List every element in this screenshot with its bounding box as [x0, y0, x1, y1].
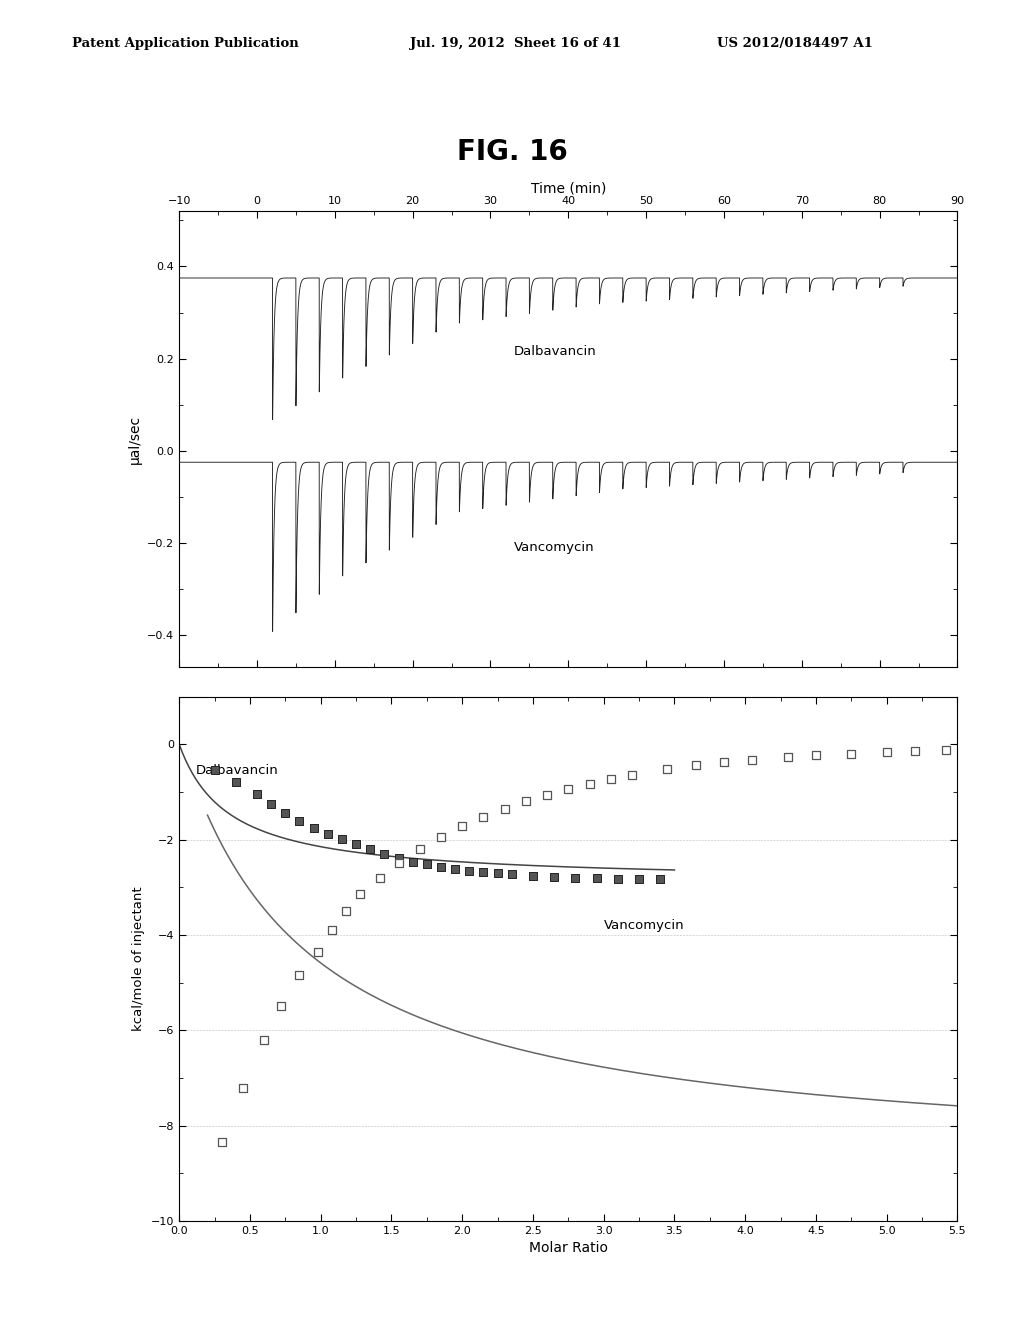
Point: [659, 759, 676, 780]
Point: [404, 851, 421, 873]
Point: [446, 858, 463, 879]
Point: [338, 900, 354, 921]
X-axis label: Molar Ratio: Molar Ratio: [528, 1241, 608, 1255]
Point: [234, 1077, 251, 1098]
Point: [227, 772, 244, 793]
Point: [652, 869, 669, 890]
Point: [305, 817, 322, 838]
Point: [560, 779, 577, 800]
Point: [249, 784, 265, 805]
Point: [631, 869, 647, 890]
Point: [609, 869, 626, 890]
Text: Vancomycin: Vancomycin: [514, 541, 595, 554]
Point: [433, 826, 450, 847]
Point: [524, 866, 541, 887]
Point: [567, 867, 584, 888]
Text: Dalbavancin: Dalbavancin: [514, 346, 597, 358]
Point: [843, 743, 859, 764]
Point: [348, 834, 365, 855]
Point: [489, 863, 506, 884]
Point: [207, 760, 223, 781]
Point: [546, 866, 562, 887]
Point: [390, 847, 407, 869]
Point: [938, 741, 954, 762]
Point: [589, 867, 605, 888]
Point: [256, 1030, 272, 1051]
Point: [518, 791, 535, 812]
Point: [497, 799, 513, 820]
Point: [433, 857, 450, 878]
Point: [779, 747, 796, 768]
Text: US 2012/0184497 A1: US 2012/0184497 A1: [717, 37, 872, 50]
Point: [376, 843, 392, 865]
Y-axis label: μal/sec: μal/sec: [128, 414, 141, 463]
Point: [582, 774, 598, 795]
Point: [291, 810, 307, 832]
Point: [475, 862, 492, 883]
Y-axis label: kcal/mole of injectant: kcal/mole of injectant: [132, 887, 145, 1031]
Point: [744, 748, 761, 770]
Text: Jul. 19, 2012  Sheet 16 of 41: Jul. 19, 2012 Sheet 16 of 41: [410, 37, 621, 50]
Point: [412, 838, 428, 859]
Point: [687, 755, 703, 776]
Point: [907, 741, 924, 762]
Point: [309, 941, 326, 962]
Point: [454, 816, 470, 837]
Point: [291, 965, 307, 986]
Point: [272, 995, 289, 1016]
Point: [334, 828, 350, 849]
Point: [278, 803, 294, 824]
Point: [624, 764, 640, 785]
Point: [602, 768, 618, 789]
Text: Patent Application Publication: Patent Application Publication: [72, 37, 298, 50]
Point: [808, 744, 824, 766]
Point: [390, 853, 407, 874]
Point: [879, 742, 895, 763]
Point: [324, 920, 340, 941]
Text: Vancomycin: Vancomycin: [604, 919, 684, 932]
Point: [504, 863, 520, 884]
Point: [213, 1131, 229, 1152]
Point: [352, 884, 369, 906]
Point: [716, 751, 732, 772]
X-axis label: Time (min): Time (min): [530, 181, 606, 195]
Point: [539, 784, 555, 805]
Point: [461, 861, 477, 882]
Point: [319, 824, 336, 845]
Point: [419, 854, 435, 875]
Point: [263, 793, 280, 814]
Point: [362, 838, 379, 859]
Text: FIG. 16: FIG. 16: [457, 137, 567, 166]
Point: [372, 867, 388, 888]
Point: [475, 807, 492, 828]
Text: Dalbavancin: Dalbavancin: [197, 764, 279, 777]
